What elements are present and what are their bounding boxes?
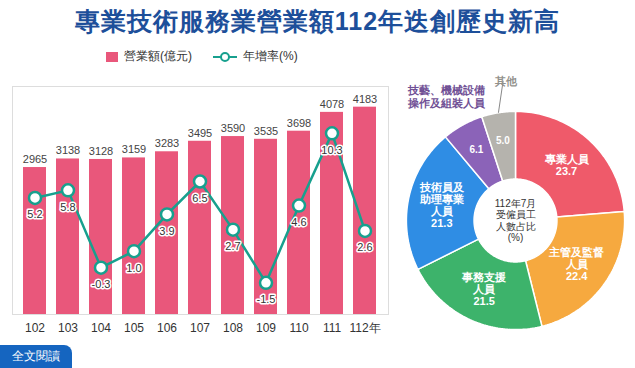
- svg-text:主管及監督人員22.4: 主管及監督人員22.4: [548, 246, 605, 282]
- svg-text:事務支援人員21.5: 事務支援人員21.5: [461, 271, 506, 307]
- html-text:年增率(%): 年增率(%): [243, 49, 298, 63]
- svg-text:2965: 2965: [23, 153, 47, 165]
- svg-text:3159: 3159: [122, 143, 146, 155]
- svg-text:6.1: 6.1: [469, 144, 483, 155]
- svg-text:1.0: 1.0: [126, 262, 141, 274]
- svg-text:3.9: 3.9: [159, 225, 174, 237]
- svg-text:3138: 3138: [56, 144, 80, 156]
- svg-text:104: 104: [91, 321, 111, 335]
- svg-text:111: 111: [323, 321, 342, 335]
- svg-text:5.8: 5.8: [60, 201, 75, 213]
- svg-text:109: 109: [256, 321, 276, 335]
- svg-text:112年: 112年: [349, 321, 380, 335]
- html-text:專業技術服務業營業額112年迭創歷史新高: 專業技術服務業營業額112年迭創歷史新高: [74, 7, 561, 35]
- svg-text:技術員及助理專業人員21.3: 技術員及助理專業人員21.3: [419, 181, 465, 229]
- svg-text:-0.3: -0.3: [92, 278, 111, 290]
- svg-text:6.5: 6.5: [192, 192, 207, 204]
- svg-text:4078: 4078: [320, 98, 344, 110]
- html-text:全文閱讀: 全文閱讀: [12, 349, 60, 363]
- svg-text:3535: 3535: [254, 125, 278, 137]
- svg-text:106: 106: [157, 321, 177, 335]
- svg-text:2.6: 2.6: [357, 241, 372, 253]
- svg-text:技藝、機械設備操作及組裝人員: 技藝、機械設備操作及組裝人員: [407, 84, 486, 110]
- svg-text:110: 110: [289, 321, 308, 335]
- svg-text:4.6: 4.6: [291, 216, 306, 228]
- svg-text:107: 107: [190, 321, 210, 335]
- svg-text:3495: 3495: [188, 127, 212, 139]
- svg-text:2.7: 2.7: [225, 240, 240, 252]
- svg-text:108: 108: [223, 321, 243, 335]
- svg-text:112年7月受僱員工人數占比(%): 112年7月受僱員工人數占比(%): [495, 198, 537, 244]
- svg-text:103: 103: [58, 321, 78, 335]
- svg-text:105: 105: [124, 321, 144, 335]
- svg-text:3283: 3283: [155, 137, 179, 149]
- html-text:營業額(億元): 營業額(億元): [124, 49, 192, 63]
- svg-text:4183: 4183: [353, 93, 377, 105]
- svg-text:專業人員23.7: 專業人員23.7: [544, 153, 590, 177]
- svg-text:5.2: 5.2: [27, 208, 42, 220]
- svg-text:3128: 3128: [89, 145, 113, 157]
- svg-text:3698: 3698: [287, 117, 311, 129]
- svg-text:102: 102: [25, 321, 45, 335]
- svg-text:5.0: 5.0: [496, 135, 510, 146]
- svg-text:3590: 3590: [221, 122, 245, 134]
- svg-text:-1.5: -1.5: [257, 293, 276, 305]
- svg-text:10.3: 10.3: [321, 144, 342, 156]
- svg-text:其他: 其他: [494, 75, 518, 88]
